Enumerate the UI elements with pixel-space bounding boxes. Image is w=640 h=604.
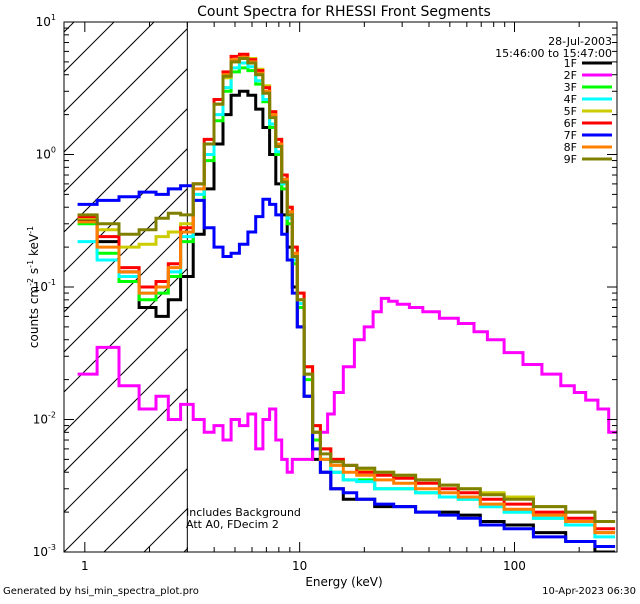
chart-title: Count Spectra for RHESSI Front Segments [197,4,491,20]
hatched-region [0,0,188,552]
y-tick-label: 10-3 [33,543,56,559]
legend-label-8f: 8F [564,141,577,154]
legend-label-2f: 2F [564,69,577,82]
y-label-exp-1: -2 [26,278,35,286]
hatch-line [64,187,188,313]
hatch-line [64,387,188,513]
hatch-line [0,0,24,552]
hatch-line [64,347,188,473]
legend-label-7f: 7F [564,129,577,142]
annotation-attenuator: Att A0, FDecim 2 [186,518,279,531]
y-label-part-e: keV [27,233,41,260]
series-1f-line [77,89,616,552]
y-label-exp-3: -1 [26,226,35,234]
y-tick-label: 10-2 [33,411,56,427]
date-label: 28-Jul-2003 [548,35,612,48]
hatch-line [64,147,188,273]
legend-label-3f: 3F [564,81,577,94]
y-axis-label: counts cm-2 s-1 keV-1 [26,226,41,348]
hatch-line [64,427,188,552]
x-axis-label: Energy (keV) [305,575,382,589]
hatch-line [0,0,104,552]
x-tick-label: 10 [292,559,307,573]
hatch-line [64,27,188,153]
hatch-line [64,22,115,73]
y-label-part-c: s [27,268,41,278]
series-7f-line [77,184,616,548]
legend-label-5f: 5F [564,105,577,118]
series-8f-line [77,56,616,535]
legend-label-9f: 9F [564,153,577,166]
hatch-line [64,307,188,433]
time-range-label: 15:46:00 to 15:47:00 [495,47,612,60]
x-tick-label: 100 [503,559,526,573]
hatch-line [64,227,188,353]
y-label-part-a: counts cm [27,286,41,348]
y-tick-label: 100 [36,146,56,162]
series-5f-line [77,54,616,523]
y-tick-label: 10-1 [33,278,56,294]
series-group [77,52,617,552]
y-tick-label: 101 [36,13,56,29]
annotation-background: Includes Background [186,506,301,519]
legend-label-4f: 4F [564,93,577,106]
legend-label-6f: 6F [564,117,577,130]
footer-generated-by: Generated by hsi_min_spectra_plot.pro [3,586,199,597]
hatch-line [64,22,155,113]
hatch-line [64,267,188,393]
series-9f-line [77,57,616,523]
y-tick-labels: 10-3 10-2 10-1 100 101 [33,13,56,559]
y-label-exp-2: -1 [26,260,35,268]
footer-timestamp: 10-Apr-2023 06:30 [542,586,636,597]
x-tick-labels: 1 10 100 [81,559,526,573]
axis-ticks [64,22,618,553]
x-tick-label: 1 [81,559,89,573]
legend-label-1f: 1F [564,57,577,70]
series-2f-line [77,296,617,474]
